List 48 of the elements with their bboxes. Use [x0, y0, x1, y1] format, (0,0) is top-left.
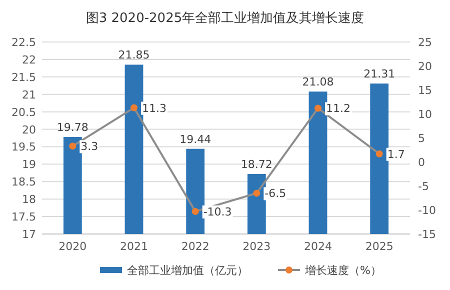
data-label: 21.85 — [118, 48, 150, 62]
data-label: 19.44 — [180, 132, 212, 146]
y2-tick-label: 0 — [418, 156, 425, 169]
y-tick-label: 19.5 — [12, 140, 36, 154]
x-tick-label: 2024 — [304, 240, 332, 253]
x-tick-label: 2021 — [120, 240, 148, 253]
x-tick-label: 2020 — [58, 240, 87, 253]
x-tick-label: 2023 — [242, 240, 271, 253]
data-label: -10.3 — [203, 205, 232, 218]
point — [69, 142, 76, 150]
y2-tick-label: 10 — [418, 108, 432, 121]
y2-tick-label: 25 — [418, 36, 432, 49]
chart-title: 图3 2020-2025年全部工业增加值及其增长速度 — [86, 10, 364, 26]
point — [192, 208, 199, 215]
data-label: 11.3 — [142, 102, 166, 115]
point — [253, 190, 260, 197]
data-label: 18.72 — [240, 158, 272, 171]
data-label: -6.5 — [264, 187, 286, 200]
y-tick-label: 21 — [22, 88, 36, 102]
y-tick-label: 18.5 — [12, 176, 36, 189]
data-label: 3.3 — [80, 140, 98, 154]
data-label: 21.08 — [302, 76, 334, 89]
y-tick-label: 17.5 — [12, 210, 36, 224]
x-tick-label: 2025 — [365, 240, 394, 253]
legend-label: 全部工业增加值（亿元） — [127, 264, 248, 277]
y2-tick-label: -15 — [418, 228, 436, 241]
y-tick-label: 19 — [22, 158, 36, 172]
y2-tick-label: 5 — [418, 132, 425, 145]
y-tick-label: 21.5 — [12, 70, 36, 84]
y2-tick-label: -5 — [418, 180, 429, 193]
y2-tick-label: 15 — [418, 84, 432, 97]
legend-label: 增长速度（%） — [304, 264, 382, 277]
data-label: 21.31 — [364, 68, 396, 81]
y-tick-label: 17 — [22, 228, 36, 241]
x-tick-label: 2022 — [181, 240, 210, 253]
y-tick-label: 20 — [22, 123, 36, 136]
point — [376, 150, 383, 158]
data-label: 1.7 — [387, 148, 405, 161]
y2-tick-label: -10 — [418, 204, 436, 217]
point — [314, 104, 322, 112]
point — [130, 104, 138, 112]
data-label: 19.78 — [56, 120, 88, 134]
data-label: 11.2 — [326, 102, 350, 116]
y-tick-label: 22 — [22, 53, 36, 66]
y-tick-label: 20.5 — [12, 106, 36, 119]
y-tick-label: 18 — [22, 193, 36, 206]
y-tick-label: 22.5 — [12, 36, 36, 49]
y2-tick-label: 20 — [418, 60, 432, 73]
